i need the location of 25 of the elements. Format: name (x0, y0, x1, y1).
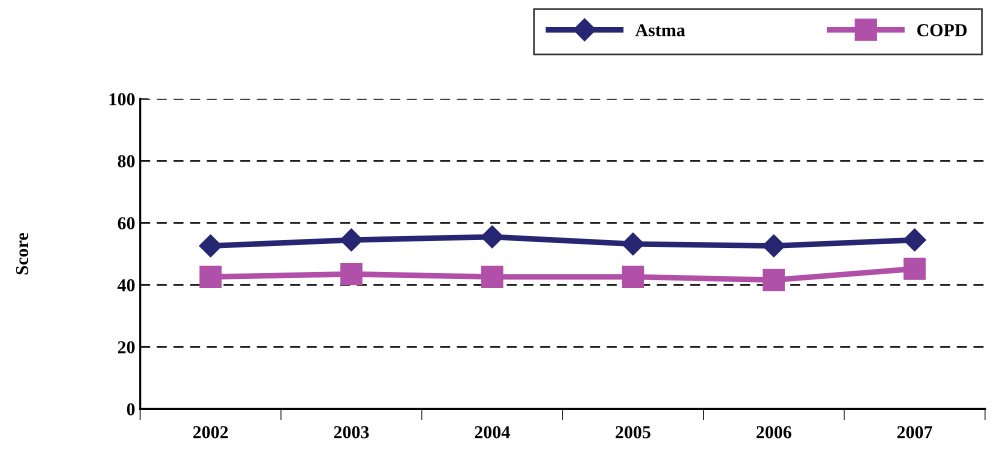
point (903, 228, 926, 252)
y-tick-label: 0 (126, 403, 135, 416)
point (904, 258, 926, 280)
point (340, 262, 362, 286)
x-tick-label: 2007 (897, 426, 932, 438)
point (480, 225, 504, 248)
legend-label: COPD (917, 24, 967, 36)
y-tick-label: 80 (118, 155, 135, 168)
point (481, 266, 504, 288)
point (199, 266, 222, 288)
point (199, 234, 222, 258)
point (762, 268, 785, 292)
x-tick-label: 2005 (616, 426, 650, 438)
point (622, 266, 644, 288)
x-tick-label: 2004 (474, 426, 510, 438)
y-axis-title: Score (16, 232, 28, 274)
y-tick-label: 20 (118, 341, 135, 354)
x-tick-label: 2002 (193, 426, 228, 438)
x-tick-label: 2006 (756, 426, 792, 438)
point (340, 228, 363, 252)
y-tick-label: 100 (110, 93, 135, 106)
x-tick-label: 2003 (334, 426, 369, 438)
y-tick-label: 40 (117, 279, 135, 292)
y-tick-label: 60 (118, 217, 135, 230)
legend-label: Astma (635, 24, 686, 36)
